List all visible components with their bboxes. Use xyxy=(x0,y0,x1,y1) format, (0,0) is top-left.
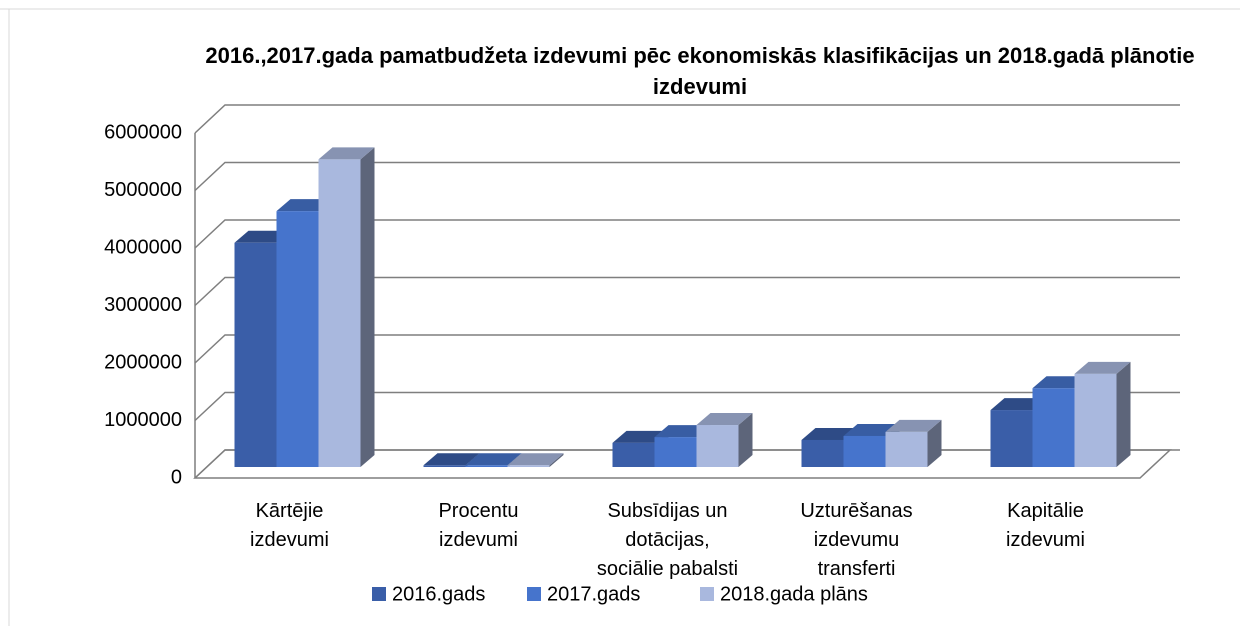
legend-label: 2017.gads xyxy=(547,583,640,605)
bar-side xyxy=(927,419,942,467)
bar-front xyxy=(885,431,928,467)
y-tick-label: 3000000 xyxy=(104,294,182,316)
bar-front xyxy=(507,465,550,467)
legend-swatch xyxy=(372,587,386,601)
bar-front xyxy=(1032,388,1075,467)
legend-swatch xyxy=(527,587,541,601)
bar-front xyxy=(276,211,319,467)
bar xyxy=(885,419,942,467)
y-tick-label: 0 xyxy=(171,466,182,488)
grid-line xyxy=(194,104,1180,134)
grid-line xyxy=(194,161,1180,192)
bar-side xyxy=(360,147,375,467)
bar xyxy=(318,147,375,467)
bar-front xyxy=(696,425,739,467)
bar xyxy=(507,453,564,467)
bar-top xyxy=(318,147,375,160)
bar-top xyxy=(423,453,480,466)
y-tick-label: 5000000 xyxy=(104,179,182,201)
bar-side xyxy=(1116,361,1131,467)
grid-line xyxy=(194,391,1180,422)
bar xyxy=(696,413,753,467)
x-tick-label: Kapitālie izdevumi xyxy=(1006,500,1085,551)
bar-front xyxy=(1074,373,1117,467)
bar-front xyxy=(318,159,361,467)
bar-top xyxy=(1074,361,1131,374)
bar-front xyxy=(801,439,844,467)
bar-front xyxy=(612,442,655,467)
y-tick-label: 4000000 xyxy=(104,236,182,258)
grid-line xyxy=(194,219,1180,249)
legend-label: 2018.gada plāns xyxy=(720,583,868,605)
y-tick-label: 6000000 xyxy=(104,121,182,143)
x-tick-label: Subsīdijas un dotācijas, sociālie pabals… xyxy=(596,500,739,580)
bar xyxy=(1074,361,1131,467)
x-tick-label: Kārtējie izdevumi xyxy=(250,500,329,551)
grid-line xyxy=(194,334,1180,364)
bar-front xyxy=(234,242,277,467)
bar-top xyxy=(507,453,564,466)
legend-swatch xyxy=(700,587,714,601)
bar-side xyxy=(549,453,564,467)
y-tick-label: 2000000 xyxy=(104,351,182,373)
x-tick-label: Uzturēšanas izdevumu transferti xyxy=(800,500,913,580)
bar-top xyxy=(465,453,522,466)
bar-side xyxy=(738,413,753,467)
bar-top xyxy=(885,419,942,432)
legend-label: 2016.gads xyxy=(392,583,485,605)
bar-top xyxy=(696,413,753,426)
bar-front xyxy=(465,465,508,467)
bar-front xyxy=(843,435,886,467)
bar-front xyxy=(423,465,466,467)
y-tick-label: 1000000 xyxy=(104,409,182,431)
bar-front xyxy=(990,410,1033,467)
chart-title: 2016.,2017.gada pamatbudžeta izdevumi pē… xyxy=(205,43,1195,99)
grid-line xyxy=(194,276,1180,307)
bar-front xyxy=(654,437,697,467)
x-tick-label: Procentu izdevumi xyxy=(438,500,519,551)
